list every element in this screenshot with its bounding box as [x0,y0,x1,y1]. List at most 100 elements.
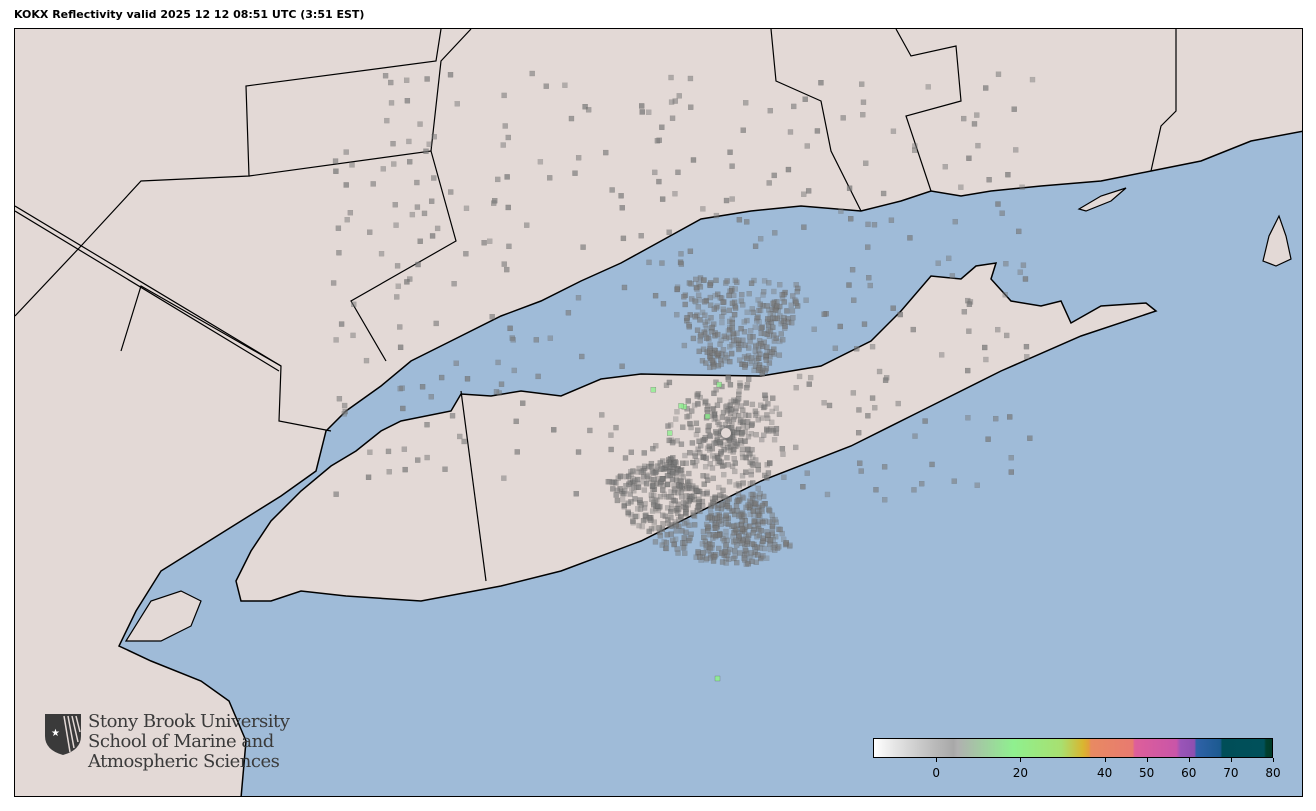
logo-line-2: School of Marine and [88,731,274,752]
echo-pixel [648,492,655,498]
echo-pixel [731,555,737,562]
echo-pixel [575,295,582,301]
echo-pixel [332,158,339,164]
echo-pixel [766,506,772,512]
echo-pixel [613,424,619,431]
echo-pixel [690,459,696,466]
echo-pixel [693,420,700,426]
echo-pixel [762,392,768,398]
echo-pixel [347,210,354,216]
echo-pixel [766,280,772,286]
echo-pixel [982,344,988,351]
echo-pixel [330,280,337,286]
echo-pixel [763,357,770,363]
echo-pixel [388,79,394,86]
echo-pixel [734,400,740,406]
echo-pixel [582,104,588,110]
echo-pixel [712,503,718,509]
echo-pixel [702,312,708,318]
echo-pixel [575,449,582,455]
echo-pixel [669,537,676,543]
echo-pixel [863,160,869,166]
echo-pixel [674,311,680,318]
echo-pixel [680,545,686,551]
echo-pixel [722,422,729,428]
echo-pixel [722,548,729,555]
echo-pixel [702,319,708,325]
echo-pixel [919,481,925,487]
echo-pixel [739,473,746,479]
echo-pixel [656,525,662,531]
echo-pixel [757,491,763,497]
echo-pixel [684,519,690,525]
echo-pixel [367,229,373,235]
echo-pixel [1020,262,1027,268]
echo-pixel [686,482,692,488]
echo-pixel [691,513,698,520]
radar-map[interactable] [14,28,1303,797]
echo-pixel [687,535,693,541]
echo-pixel [860,99,867,105]
echo-pixel [714,515,720,521]
echo-pixel [869,395,876,401]
echo-pixel [873,487,879,493]
echo-pixel [730,416,737,423]
echo-pixel [793,384,799,391]
echo-pixel [678,403,684,409]
sbu-shield-icon: ★ [45,714,81,755]
echo-pixel [753,457,759,463]
echo-pixel [769,408,775,415]
echo-pixel [502,123,508,129]
echo-pixel [722,352,729,358]
echo-pixel [890,305,896,311]
echo-pixel [744,309,750,315]
echo-pixel [646,259,652,266]
echo-pixel [849,267,856,273]
echo-pixel [725,328,732,334]
echo-pixel [580,244,586,250]
echo-pixel [771,437,778,443]
echo-pixel [610,486,616,492]
echo-pixel [752,324,759,330]
echo-pixel [761,278,768,284]
echo-pixel [985,436,991,442]
echo-pixel [748,355,755,361]
echo-pixel [743,504,749,511]
echo-pixel [826,402,833,409]
echo-pixel [697,554,703,560]
echo-pixel [935,260,941,266]
echo-pixel [789,308,796,314]
echo-pixel [865,221,871,228]
echo-pixel [745,446,751,452]
echo-pixel [787,542,793,548]
echo-pixel [772,547,778,553]
echo-pixel [696,438,702,444]
echo-pixel [565,310,572,316]
echo-pixel [764,349,770,355]
echo-pixel [675,490,681,496]
echo-pixel [638,469,645,475]
echo-pixel [703,360,709,366]
echo-pixel [744,317,750,324]
echo-pixel [719,414,726,420]
echo-pixel [743,355,750,362]
echo-pixel [725,376,732,383]
echo-pixel [704,477,711,483]
echo-pixel [965,367,971,374]
echo-pixel [865,244,871,250]
echo-pixel [668,508,674,515]
echo-pixel [736,412,742,419]
echo-pixel [385,448,392,455]
echo-pixel [733,503,740,509]
echo-pixel [680,500,687,506]
echo-pixel [386,469,392,475]
echo-pixel [683,493,689,499]
echo-pixel [655,507,661,514]
echo-pixel [781,474,787,480]
echo-pixel [710,364,717,370]
echo-pixel [761,432,767,438]
echo-pixel [771,172,777,179]
echo-pixel [736,345,742,351]
echo-pixel [686,322,692,328]
echo-pixel [856,407,862,413]
